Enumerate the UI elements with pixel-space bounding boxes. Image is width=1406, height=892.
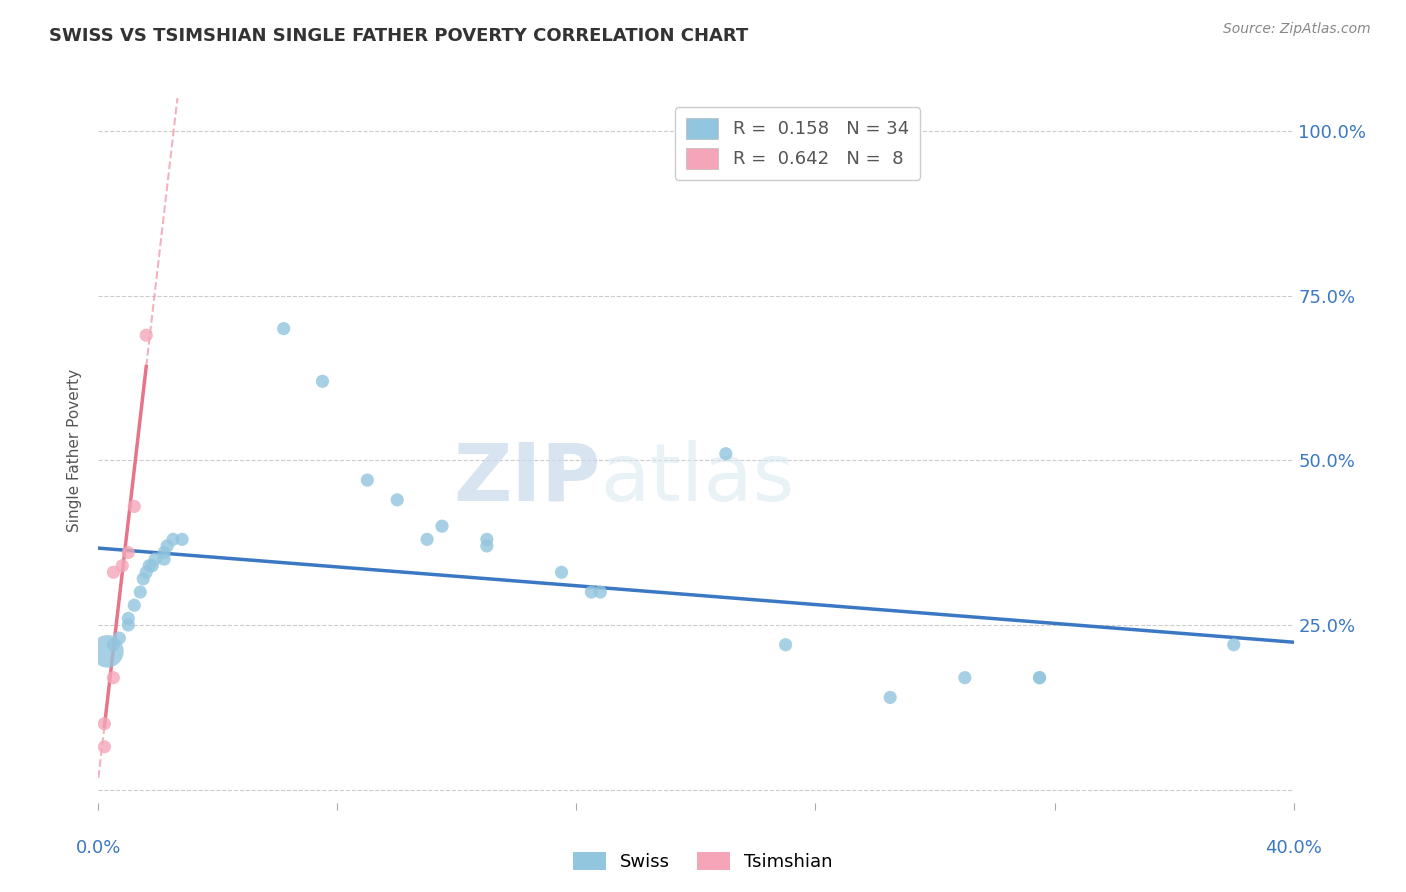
Point bbox=[153, 545, 176, 559]
Point bbox=[117, 611, 139, 625]
Point bbox=[430, 519, 453, 533]
Point bbox=[879, 690, 901, 705]
Point bbox=[273, 321, 295, 335]
Text: ZIP: ZIP bbox=[453, 440, 600, 517]
Point bbox=[141, 558, 163, 573]
Point bbox=[416, 533, 439, 547]
Point bbox=[1223, 638, 1246, 652]
Point bbox=[103, 566, 125, 580]
Point bbox=[129, 585, 152, 599]
Point bbox=[311, 374, 333, 388]
Point bbox=[162, 533, 184, 547]
Point bbox=[385, 492, 409, 507]
Point bbox=[775, 638, 797, 652]
Point bbox=[132, 572, 155, 586]
Point bbox=[153, 552, 176, 566]
Point bbox=[124, 599, 146, 613]
Point bbox=[111, 558, 134, 573]
Point bbox=[135, 566, 157, 580]
Legend: Swiss, Tsimshian: Swiss, Tsimshian bbox=[567, 845, 839, 879]
Point bbox=[117, 545, 139, 559]
Text: 0.0%: 0.0% bbox=[76, 839, 121, 857]
Point bbox=[124, 500, 146, 514]
Point bbox=[172, 533, 194, 547]
Text: Source: ZipAtlas.com: Source: ZipAtlas.com bbox=[1223, 22, 1371, 37]
Point bbox=[714, 447, 737, 461]
Legend: R =  0.158   N = 34, R =  0.642   N =  8: R = 0.158 N = 34, R = 0.642 N = 8 bbox=[675, 107, 920, 179]
Point bbox=[135, 328, 157, 343]
Point bbox=[1028, 671, 1050, 685]
Point bbox=[156, 539, 179, 553]
Point bbox=[117, 618, 139, 632]
Text: atlas: atlas bbox=[600, 440, 794, 517]
Y-axis label: Single Father Poverty: Single Father Poverty bbox=[67, 369, 83, 532]
Point bbox=[475, 533, 498, 547]
Text: SWISS VS TSIMSHIAN SINGLE FATHER POVERTY CORRELATION CHART: SWISS VS TSIMSHIAN SINGLE FATHER POVERTY… bbox=[49, 27, 748, 45]
Point bbox=[589, 585, 612, 599]
Point bbox=[1028, 671, 1050, 685]
Point bbox=[96, 644, 118, 658]
Point bbox=[475, 539, 498, 553]
Point bbox=[103, 671, 125, 685]
Point bbox=[953, 671, 976, 685]
Point bbox=[93, 739, 115, 754]
Point bbox=[138, 558, 160, 573]
Text: 40.0%: 40.0% bbox=[1265, 839, 1322, 857]
Point bbox=[93, 716, 115, 731]
Point bbox=[581, 585, 603, 599]
Point bbox=[108, 631, 131, 645]
Point bbox=[550, 566, 572, 580]
Point bbox=[143, 552, 166, 566]
Point bbox=[103, 638, 125, 652]
Point bbox=[356, 473, 378, 487]
